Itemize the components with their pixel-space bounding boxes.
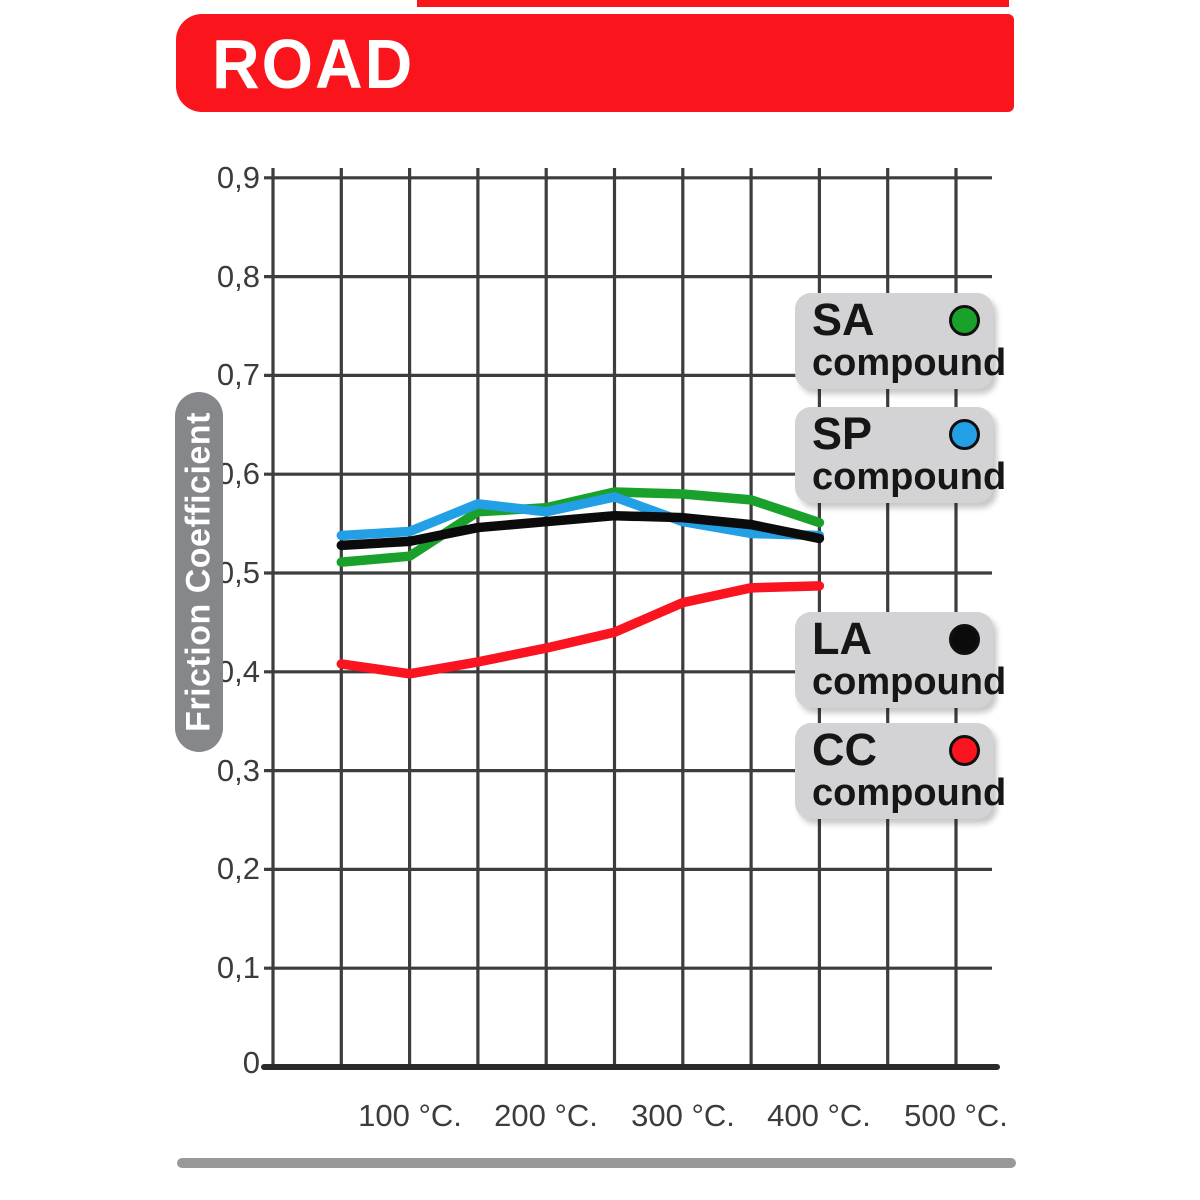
legend-code: SP — [812, 408, 873, 459]
legend-code: SA — [812, 294, 875, 345]
y-tick-label: 0,2 — [216, 851, 260, 886]
legend-compound-label: compound — [812, 342, 1007, 384]
top-red-strip — [417, 0, 1009, 7]
grid-lines — [264, 168, 992, 1067]
y-tick-label: 0,6 — [216, 456, 260, 491]
y-tick-label: 0,1 — [216, 950, 260, 985]
series-line-la — [336, 510, 825, 551]
y-tick-label: 0,9 — [216, 160, 260, 195]
legend-code: LA — [812, 613, 872, 664]
legend-box-sp: SP compound — [795, 407, 1006, 503]
x-tick-label: 500 °C. — [904, 1098, 1008, 1133]
legend-color-dot-cc — [949, 735, 980, 766]
footer-bar — [177, 1158, 1016, 1168]
x-tick-label: 400 °C. — [767, 1098, 871, 1133]
road-banner: ROAD — [176, 14, 1014, 112]
y-tick-label: 0,3 — [216, 753, 260, 788]
y-axis-title: Friction Coefficient — [179, 412, 218, 732]
series-line-sp — [336, 492, 825, 541]
y-tick-label: 0,8 — [216, 259, 260, 294]
x-tick-label: 200 °C. — [494, 1098, 598, 1133]
legend-color-dot-sp — [949, 419, 980, 450]
legend-box-sa: SA compound — [795, 293, 1006, 389]
y-tick-label: 0 — [242, 1045, 260, 1080]
y-tick-label: 0,5 — [216, 555, 260, 590]
legend-box-cc: CC compound — [795, 723, 1006, 819]
y-tick-label: 0,7 — [216, 357, 260, 392]
series-line-cc — [336, 581, 825, 679]
legend-compound-label: compound — [812, 661, 1007, 703]
y-tick-label: 0,4 — [216, 654, 260, 689]
legend-compound-label: compound — [812, 456, 1007, 498]
legend-color-dot-la — [949, 624, 980, 655]
x-tick-label: 100 °C. — [358, 1098, 462, 1133]
legend-color-dot-sa — [949, 305, 980, 336]
x-tick-label: 300 °C. — [631, 1098, 735, 1133]
banner-title: ROAD — [212, 25, 415, 103]
legend-box-la: LA compound — [795, 612, 1006, 708]
legend-compound-label: compound — [812, 772, 1007, 814]
legend-code: CC — [812, 724, 877, 775]
y-axis-title-pill: Friction Coefficient — [175, 392, 223, 752]
